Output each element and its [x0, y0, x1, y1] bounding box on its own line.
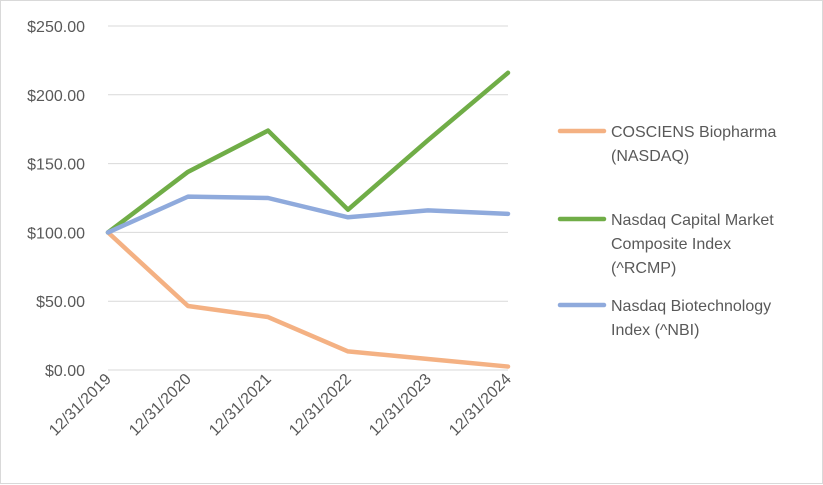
data-point	[186, 194, 191, 199]
legend: COSCIENS Biopharma (NASDAQ) Nasdaq Capital…	[557, 124, 776, 339]
x-tick-label: 12/31/2020	[126, 371, 195, 440]
data-point	[506, 70, 511, 75]
data-point	[346, 349, 351, 354]
data-point	[426, 138, 431, 143]
grid-lines	[108, 25, 508, 371]
data-point	[506, 364, 511, 369]
y-tick-label: $100.00	[27, 225, 85, 242]
x-tick-label: 12/31/2019	[46, 371, 115, 440]
data-point	[106, 230, 111, 235]
y-axis-ticks: $0.00 $50.00 $100.00 $150.00 $200.00 $250.00	[27, 19, 85, 380]
series-lines	[105, 70, 511, 369]
x-axis-ticks: 12/31/2019 12/31/2020 12/31/2021 12/31/2022…	[46, 371, 515, 440]
legend-label: Index (^NBI)	[611, 322, 699, 339]
data-point	[426, 208, 431, 213]
x-tick-label: 12/31/2021	[206, 371, 275, 440]
data-point	[266, 128, 271, 133]
data-point	[346, 207, 351, 212]
series-line-2	[105, 194, 511, 235]
data-point	[266, 315, 271, 320]
legend-label: (^RCMP)	[611, 260, 676, 277]
legend-label: (NASDAQ)	[611, 148, 689, 165]
x-tick-label: 12/31/2023	[366, 371, 435, 440]
x-tick-label: 12/31/2024	[446, 371, 515, 440]
data-point	[186, 169, 191, 174]
legend-label: COSCIENS Biopharma	[611, 124, 776, 141]
x-tick-label: 12/31/2022	[286, 371, 355, 440]
legend-label: Composite Index	[611, 236, 731, 253]
y-tick-label: $50.00	[36, 294, 85, 311]
data-point	[186, 304, 191, 309]
data-point	[506, 211, 511, 216]
y-tick-label: $150.00	[27, 157, 85, 174]
y-tick-label: $250.00	[27, 19, 85, 36]
data-point	[426, 356, 431, 361]
legend-label: Nasdaq Biotechnology	[611, 298, 771, 315]
y-tick-label: $200.00	[27, 88, 85, 105]
y-tick-label: $0.00	[45, 363, 85, 380]
data-point	[266, 196, 271, 201]
series-line-1	[105, 70, 511, 235]
series-line-0	[105, 230, 511, 369]
legend-label: Nasdaq Capital Market	[611, 212, 774, 229]
data-point	[346, 215, 351, 220]
